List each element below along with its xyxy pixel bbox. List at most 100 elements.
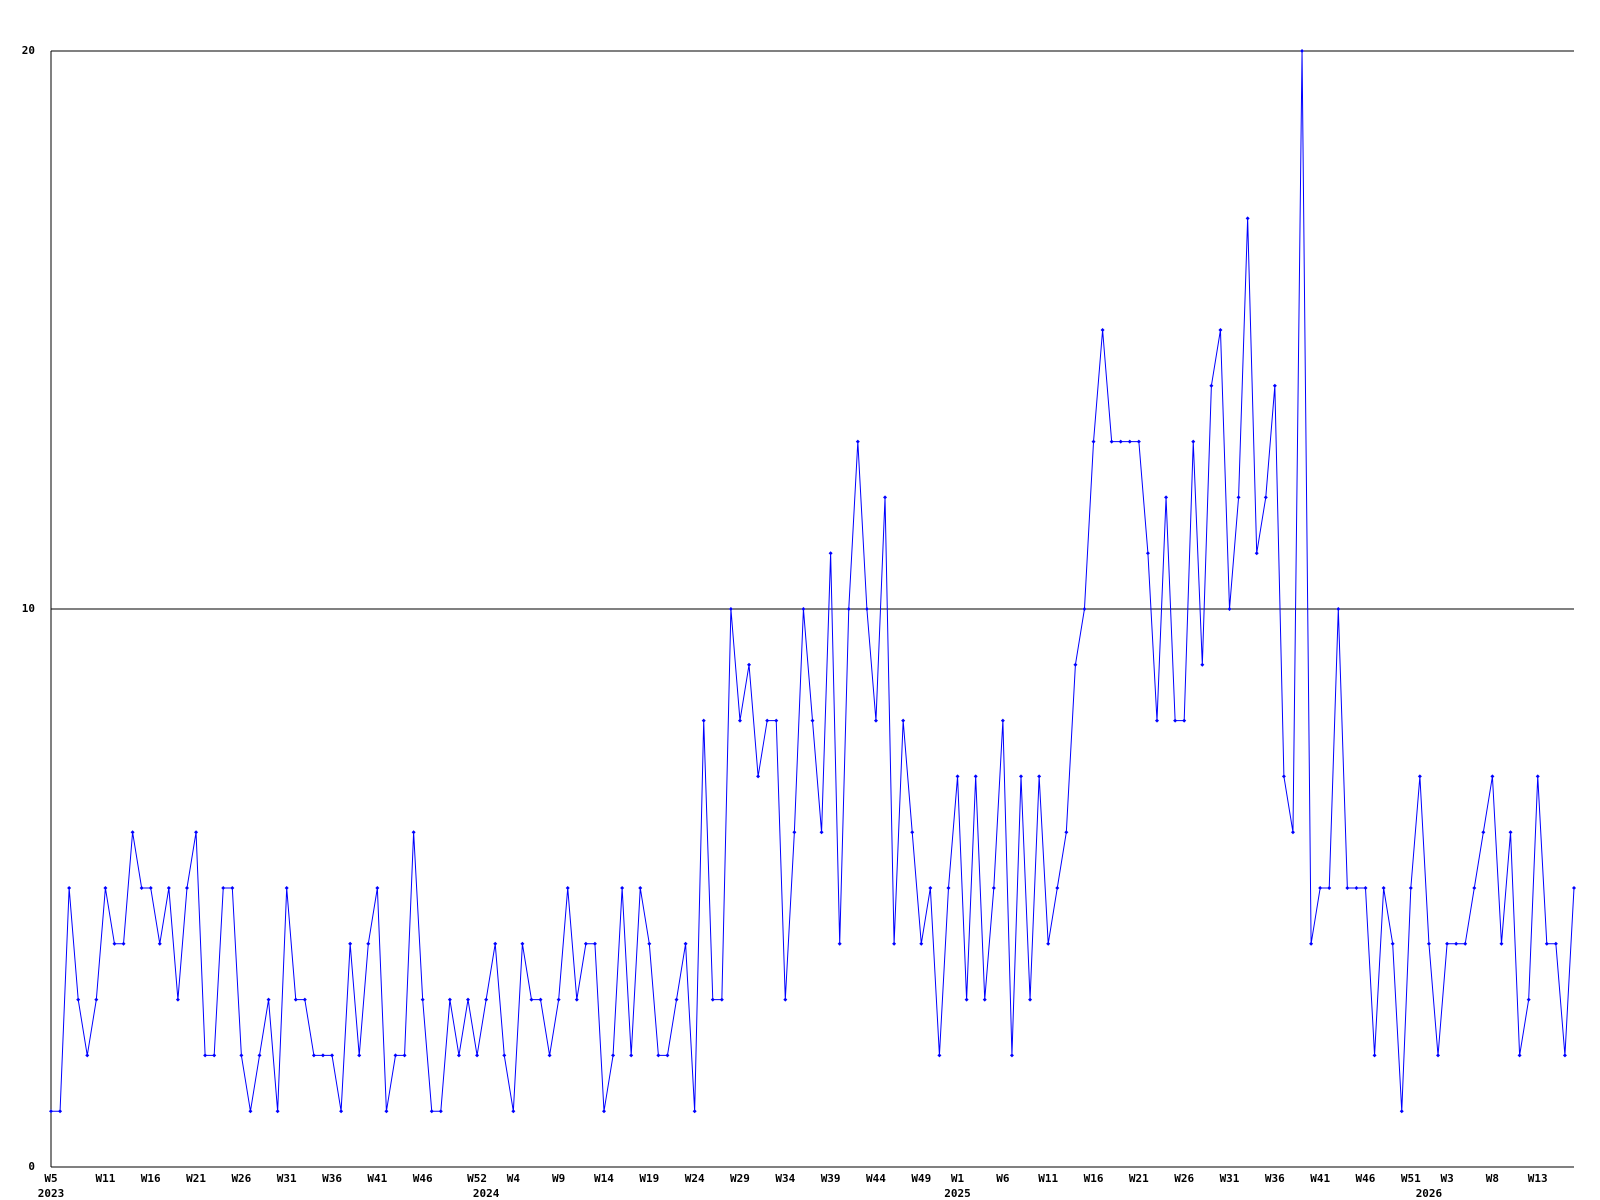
x-tick-label: W24 [685,1172,705,1185]
point-marker [257,1053,262,1058]
point-marker [1055,886,1060,890]
point-marker [438,1109,443,1114]
point-marker [302,997,307,1002]
point-marker [1145,551,1150,556]
x-tick-label: W41 [367,1172,387,1185]
point-marker [1381,886,1386,890]
x-tick-label: W51 [1401,1172,1421,1185]
point-marker [375,886,380,890]
point-marker [393,1053,398,1058]
point-marker [1490,774,1495,779]
point-marker [1173,718,1178,723]
point-marker [266,997,271,1002]
point-marker [94,997,99,1002]
point-marker [447,997,452,1002]
point-marker [194,830,199,835]
point-marker [592,941,597,946]
point-marker [1100,328,1105,332]
point-marker [665,1053,670,1058]
point-marker [1218,328,1223,332]
point-marker [1245,216,1250,221]
x-tick-label: W29 [730,1172,750,1185]
point-marker [946,886,951,890]
x-tick-label: W21 [1129,1172,1149,1185]
point-marker [58,1109,63,1114]
y-tick-label: 0 [28,1160,35,1173]
x-tick-label: W14 [594,1172,614,1185]
point-marker [928,886,933,890]
point-marker [1200,662,1205,667]
point-marker [1572,886,1576,890]
point-marker [148,886,153,890]
x-tick-label: W49 [911,1172,931,1185]
point-marker [611,1053,616,1058]
point-marker [157,941,162,946]
point-marker [574,997,579,1002]
x-tick-label: W26 [1174,1172,1194,1185]
point-marker [402,1053,407,1058]
point-marker [1281,774,1286,779]
point-marker [1436,1053,1441,1058]
point-marker [1526,997,1531,1002]
point-marker [1136,439,1141,444]
x-tick-label: W36 [322,1172,342,1185]
point-marker [1309,941,1314,946]
x-tick-label: W16 [141,1172,161,1185]
point-marker [1082,607,1087,611]
point-marker [411,830,416,835]
point-marker [1354,886,1359,890]
point-marker [293,997,298,1002]
point-marker [538,997,543,1002]
point-marker [1272,383,1277,388]
point-marker [212,1053,217,1058]
point-marker [85,1053,90,1058]
point-marker [855,439,860,444]
x-tick-label: W46 [1356,1172,1376,1185]
point-marker [964,997,969,1002]
point-marker [883,495,888,500]
x-tick-label: W39 [821,1172,841,1185]
point-marker [175,997,180,1002]
point-marker [348,941,353,946]
point-marker [420,997,425,1002]
point-marker [719,997,724,1002]
x-tick-label: W8 [1486,1172,1499,1185]
point-marker [529,997,534,1002]
point-marker [901,718,906,723]
point-marker [1227,607,1232,611]
point-marker [284,886,289,890]
x-tick-label: W44 [866,1172,886,1185]
y-tick-label: 20 [22,44,35,57]
x-year-label: 2024 [473,1187,500,1200]
point-marker [1028,997,1033,1002]
x-tick-label: W13 [1528,1172,1548,1185]
point-marker [647,941,652,946]
point-marker [774,718,779,723]
point-marker [121,941,126,946]
point-marker [1009,1053,1014,1058]
point-marker [502,1053,507,1058]
point-marker [511,1109,516,1114]
x-tick-label: W46 [413,1172,433,1185]
point-marker [801,607,806,611]
point-marker [991,886,996,890]
point-marker [1454,941,1459,946]
point-marker [674,997,679,1002]
point-marker [1327,886,1332,890]
point-marker [466,997,471,1002]
point-marker [792,830,797,835]
point-marker [384,1109,389,1114]
point-marker [955,774,960,779]
point-marker [1300,49,1305,53]
point-marker [864,607,869,611]
point-marker [620,886,625,890]
point-marker [49,1109,53,1114]
x-tick-label: W31 [277,1172,297,1185]
series-line [51,50,1575,1112]
x-tick-label: W4 [507,1172,521,1185]
point-marker [1254,551,1259,556]
point-marker [1481,830,1486,835]
point-marker [1127,439,1132,444]
point-marker [366,941,371,946]
